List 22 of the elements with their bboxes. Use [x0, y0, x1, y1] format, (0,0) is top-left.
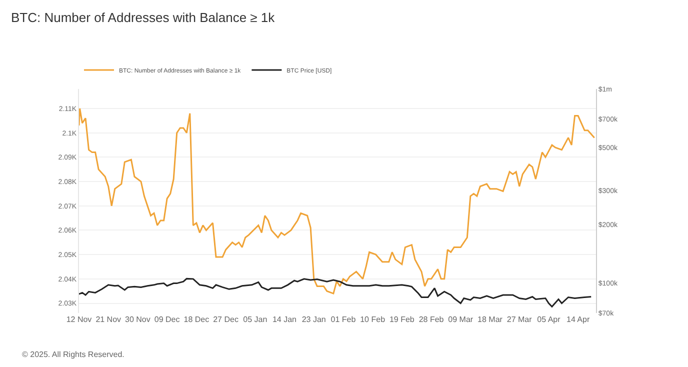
x-tick-label: 19 Feb — [389, 315, 415, 324]
x-tick-label: 05 Apr — [537, 315, 561, 324]
x-tick-label: 14 Apr — [566, 315, 590, 324]
x-tick-label: 10 Feb — [360, 315, 386, 324]
x-tick-label: 21 Nov — [96, 315, 122, 324]
x-tick-label: 05 Jan — [243, 315, 268, 324]
x-tick-label: 27 Mar — [506, 315, 532, 324]
x-tick-label: 01 Feb — [330, 315, 356, 324]
x-tick-label: 30 Nov — [125, 315, 150, 324]
x-tick-label: 27 Dec — [213, 315, 238, 324]
chart-title: BTC: Number of Addresses with Balance ≥ 1k — [11, 10, 276, 25]
line-series — [79, 108, 596, 294]
line-series — [79, 278, 592, 308]
text: © 2025. All Rights Reserved. — [22, 350, 124, 359]
x-tick-label: 28 Feb — [418, 315, 444, 324]
x-tick-label: 09 Dec — [154, 315, 180, 324]
x-tick-label: 18 Mar — [478, 315, 503, 324]
x-tick-label: 14 Jan — [272, 315, 297, 324]
x-tick-label: 18 Dec — [184, 315, 210, 324]
x-tick-label: 12 Nov — [66, 315, 92, 324]
x-tick-label: 09 Mar — [448, 315, 474, 324]
x-tick-label: 23 Jan — [302, 315, 326, 324]
